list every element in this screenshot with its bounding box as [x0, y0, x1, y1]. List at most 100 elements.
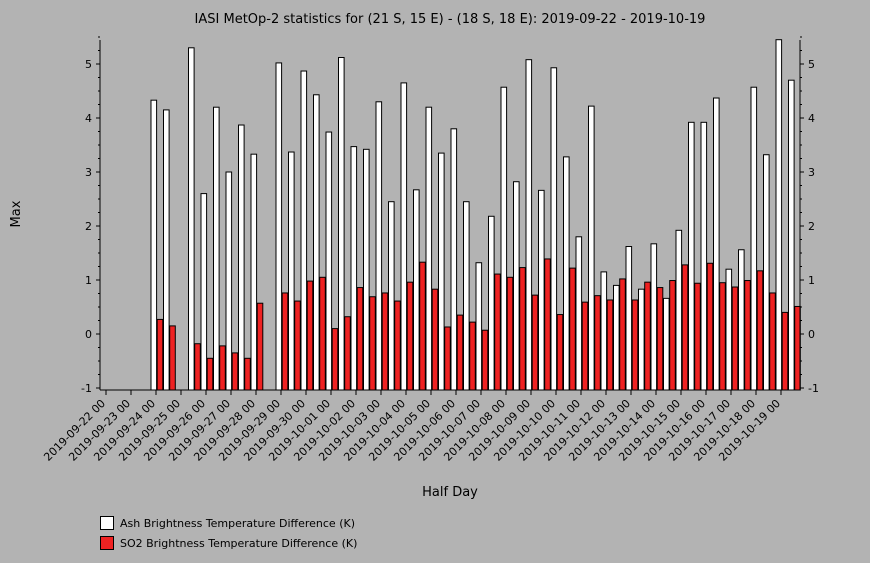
bar-ash-47: [688, 121, 695, 391]
bar-so2-50: [731, 286, 739, 391]
bar-so2-46: [681, 264, 689, 391]
bar-ash-11: [238, 124, 245, 391]
bar-ash-4: [150, 99, 158, 391]
bar-ash-16: [300, 70, 308, 391]
bar-so2-12: [256, 302, 264, 391]
bar-so2-34: [531, 294, 539, 391]
bar-so2-49: [719, 282, 726, 391]
bar-ash-19: [338, 57, 345, 391]
bar-ash-50: [725, 268, 733, 391]
y-tick-label-right: 2: [808, 220, 815, 233]
bar-so2-7: [194, 343, 201, 391]
bar-ash-48: [700, 121, 708, 391]
bar-so2-54: [781, 311, 789, 391]
bar-so2-17: [319, 276, 326, 391]
bar-so2-42: [631, 299, 639, 391]
bar-ash-10: [225, 171, 233, 391]
bar-so2-11: [244, 357, 251, 391]
bar-ash-41: [613, 284, 620, 391]
y-tick-label-right: 3: [808, 166, 815, 179]
bar-ash-51: [738, 249, 745, 391]
legend-label-ash: Ash Brightness Temperature Difference (K…: [120, 516, 355, 530]
bar-ash-43: [638, 288, 645, 391]
bar-ash-8: [200, 193, 208, 391]
bar-so2-24: [406, 281, 414, 391]
bar-ash-17: [313, 94, 320, 391]
bar-ash-33: [513, 181, 520, 391]
bar-so2-55: [794, 305, 801, 391]
bar-so2-25: [419, 261, 426, 391]
bar-ash-32: [500, 86, 508, 391]
bar-ash-49: [713, 97, 720, 391]
bar-so2-27: [444, 326, 451, 391]
y-tick-label-right: -1: [808, 382, 819, 395]
bar-so2-19: [344, 316, 351, 391]
bar-ash-44: [650, 243, 658, 391]
bar-so2-35: [544, 258, 551, 391]
bar-so2-40: [606, 299, 614, 391]
y-tick-label-left: 1: [85, 274, 92, 287]
bar-so2-29: [469, 321, 476, 391]
bar-so2-37: [569, 267, 576, 391]
bar-ash-40: [600, 271, 608, 391]
bar-ash-45: [663, 297, 670, 391]
bar-so2-20: [356, 287, 364, 391]
bar-ash-37: [563, 156, 570, 391]
bar-ash-30: [475, 262, 483, 391]
legend-swatch-ash: [100, 516, 114, 530]
bar-ash-36: [550, 67, 558, 391]
bar-ash-9: [213, 106, 220, 391]
bar-so2-5: [169, 325, 176, 391]
bar-ash-52: [750, 86, 758, 391]
bar-so2-23: [394, 300, 401, 391]
bar-ash-53: [763, 154, 770, 391]
bar-so2-30: [481, 329, 489, 391]
bar-ash-46: [675, 229, 683, 391]
bar-ash-38: [575, 236, 583, 391]
bar-so2-53: [769, 292, 776, 391]
bar-so2-28: [456, 314, 464, 391]
bar-ash-20: [350, 146, 358, 391]
bar-so2-36: [556, 314, 564, 391]
bar-ash-7: [188, 47, 195, 391]
bar-ash-35: [538, 189, 545, 391]
y-tick-label-left: -1: [81, 382, 92, 395]
bar-ash-28: [450, 128, 458, 391]
bar-ash-29: [463, 201, 470, 391]
y-tick-label-left: 2: [85, 220, 92, 233]
bar-so2-16: [306, 280, 314, 391]
legend-label-so2: SO2 Brightness Temperature Difference (K…: [120, 536, 358, 550]
y-tick-label-right: 5: [808, 58, 815, 71]
bar-so2-41: [619, 278, 626, 391]
bar-so2-44: [656, 287, 664, 391]
bar-ash-21: [363, 148, 370, 391]
x-axis-label: Half Day: [422, 485, 478, 500]
bar-ash-26: [425, 106, 433, 391]
y-tick-label-left: 0: [85, 328, 92, 341]
bar-so2-10: [231, 352, 239, 391]
bar-so2-31: [494, 273, 501, 391]
bar-ash-15: [288, 151, 295, 391]
bar-ash-55: [788, 79, 795, 391]
bar-ash-39: [588, 105, 595, 391]
bar-so2-45: [669, 280, 676, 391]
bar-so2-38: [581, 301, 589, 391]
bar-so2-4: [156, 318, 164, 391]
bar-ash-31: [488, 215, 495, 391]
legend-item-so2: SO2 Brightness Temperature Difference (K…: [100, 533, 357, 553]
bar-ash-22: [375, 101, 383, 391]
bar-ash-42: [625, 246, 633, 391]
bar-so2-14: [281, 292, 289, 391]
y-tick-label-right: 4: [808, 112, 815, 125]
bar-so2-43: [644, 281, 651, 391]
bar-so2-22: [381, 292, 389, 391]
y-tick-label-right: 0: [808, 328, 815, 341]
chart-title: IASI MetOp-2 statistics for (21 S, 15 E)…: [195, 12, 706, 27]
bar-so2-48: [706, 262, 714, 391]
legend-item-ash: Ash Brightness Temperature Difference (K…: [100, 513, 357, 533]
bar-ash-18: [325, 131, 333, 391]
bar-so2-39: [594, 295, 601, 391]
bar-ash-5: [163, 109, 170, 391]
